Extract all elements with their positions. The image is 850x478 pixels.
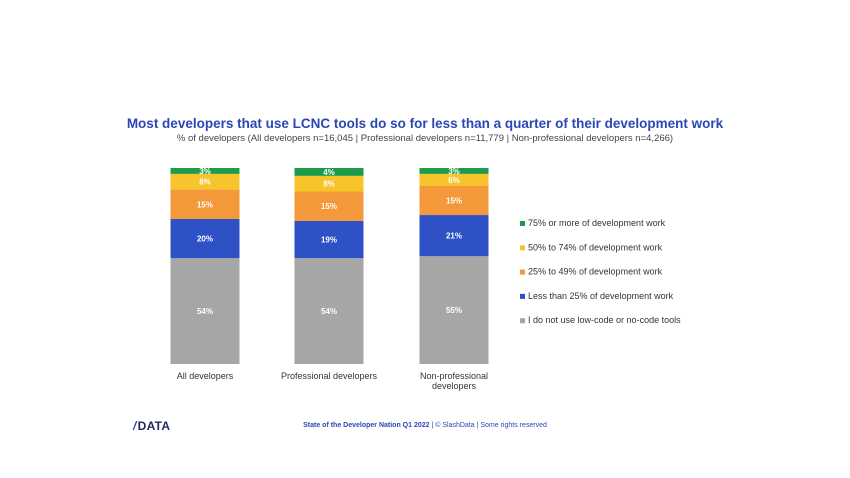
- data-label: 20%: [197, 235, 213, 244]
- data-label: 8%: [199, 178, 211, 187]
- legend-swatch-75-or-more-of-development-work: [520, 221, 525, 226]
- bar-segment-all-developers-25-to-49-of-development-work: [170, 189, 240, 219]
- bar-segment-non-professional-developers-25-to-49-of-development-work: [419, 185, 489, 216]
- chart-subtitle: % of developers (All developers n=16,045…: [176, 133, 674, 144]
- data-label: 6%: [448, 176, 460, 185]
- legend-label-75-or-more-of-development-work: 75% or more of development work: [528, 218, 666, 228]
- bar-segment-professional-developers-75-or-more-of-development-work: [294, 168, 364, 176]
- bars-group: 54%20%15%8%3%54%19%15%8%4%55%21%15%6%3%: [170, 167, 489, 364]
- legend-swatch-50-to-74-of-development-work: [520, 245, 525, 251]
- legend-swatch-less-than-25-of-development-work: [520, 293, 525, 299]
- report-name: State of the Developer Nation Q1 2022: [303, 422, 430, 429]
- legend-swatch-i-do-not-use-low-code-or-no-code-tools: [520, 318, 525, 324]
- bar-segment-all-developers-i-do-not-use-low-code-or-no-code-tools: [170, 258, 240, 364]
- data-label: 15%: [197, 200, 213, 209]
- bar-segment-all-developers-50-to-74-of-development-work: [170, 173, 240, 190]
- bar-segment-non-professional-developers-i-do-not-use-low-code-or-no-code-tools: [419, 256, 489, 364]
- bar-segment-non-professional-developers-less-than-25-of-development-work: [419, 215, 489, 257]
- legend-label-i-do-not-use-low-code-or-no-code-tools: I do not use low-code or no-code tools: [528, 315, 681, 325]
- slashdata-logo: /DATA: [133, 419, 171, 433]
- data-label: 54%: [321, 307, 337, 316]
- data-label: 21%: [446, 232, 462, 241]
- footer-credits: State of the Developer Nation Q1 2022 | …: [0, 422, 850, 429]
- data-label: 55%: [446, 306, 462, 315]
- bar-segment-professional-developers-less-than-25-of-development-work: [294, 220, 364, 259]
- bar-segment-non-professional-developers-75-or-more-of-development-work: [419, 168, 489, 174]
- legend-label-25-to-49-of-development-work: 25% to 49% of development work: [528, 267, 663, 277]
- data-label: 4%: [323, 168, 335, 177]
- bar-segment-all-developers-75-or-more-of-development-work: [170, 168, 240, 174]
- x-tick-label-non-professional-developers: Non-professional developers: [420, 371, 488, 391]
- x-axis-labels: All developers Professional developers Non…: [177, 371, 488, 391]
- bar-segment-professional-developers-i-do-not-use-low-code-or-no-code-tools: [294, 258, 364, 364]
- legend-swatch-25-to-49-of-development-work: [520, 269, 525, 275]
- data-label: 15%: [321, 202, 337, 211]
- data-label: 8%: [323, 180, 335, 189]
- x-tick-label-all-developers: All developers: [177, 371, 234, 381]
- data-label: 54%: [197, 307, 213, 316]
- data-label: 19%: [321, 236, 337, 245]
- credits-text: | © SlashData | Some rights reserved: [429, 422, 547, 429]
- legend: 75% or more of development work 50% to 74…: [520, 218, 681, 325]
- data-label: 3%: [199, 167, 211, 176]
- data-label: 15%: [446, 196, 462, 205]
- data-label: 3%: [448, 167, 460, 176]
- chart-title: Most developers that use LCNC tools do s…: [126, 116, 724, 131]
- bar-segment-all-developers-less-than-25-of-development-work: [170, 218, 240, 259]
- bar-segment-professional-developers-25-to-49-of-development-work: [294, 191, 364, 221]
- bar-segment-non-professional-developers-50-to-74-of-development-work: [419, 173, 489, 186]
- legend-label-less-than-25-of-development-work: Less than 25% of development work: [528, 291, 674, 301]
- bar-segment-professional-developers-50-to-74-of-development-work: [294, 175, 364, 192]
- legend-label-50-to-74-of-development-work: 50% to 74% of development work: [528, 242, 663, 252]
- x-tick-label-professional-developers: Professional developers: [281, 371, 378, 381]
